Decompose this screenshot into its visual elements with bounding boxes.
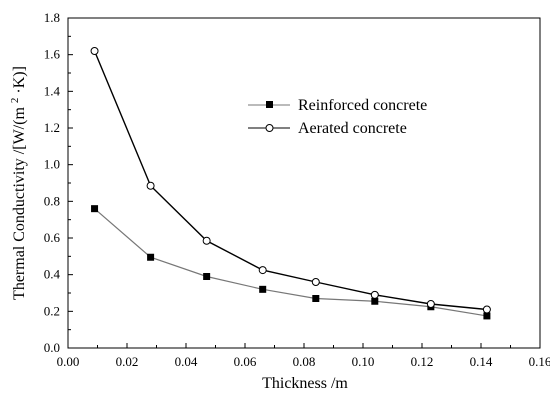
y-axis-label-superscript: 2: [9, 98, 21, 104]
legend-label-reinforced: Reinforced concrete: [298, 97, 427, 114]
x-tick-label: 0.02: [116, 354, 139, 369]
series-aerated-concrete: [90, 47, 491, 314]
y-tick-label: 0.8: [44, 193, 60, 208]
x-tick-label: 0.16: [529, 354, 550, 369]
data-point-aerated: [146, 181, 155, 190]
y-tick-label: 1.8: [44, 10, 60, 25]
y-tick-label: 1.0: [44, 157, 60, 172]
y-tick-label: 0.6: [44, 230, 61, 245]
data-point-reinforced: [312, 295, 320, 302]
data-point-aerated: [90, 47, 99, 55]
data-point-aerated: [202, 236, 211, 245]
series-layer: [90, 47, 491, 320]
x-tick-label: 0.06: [234, 354, 257, 369]
legend-marker-aerated: [265, 124, 274, 132]
y-tick-label: 1.4: [44, 83, 61, 98]
data-point-aerated: [311, 278, 320, 286]
x-tick-label: 0.04: [175, 354, 198, 369]
y-axis-label: Thermal Conductivity /[W/(m 2 ·K)]: [5, 66, 28, 300]
data-point-reinforced: [483, 312, 491, 320]
x-tick-label: 0.12: [411, 354, 434, 369]
x-axis-label: Thickness /m: [262, 375, 348, 392]
data-point-aerated: [482, 305, 491, 314]
legend-marker-reinforced: [266, 101, 273, 108]
data-point-reinforced: [91, 205, 99, 213]
data-point-reinforced: [259, 285, 267, 293]
plot-frame: [67, 17, 541, 349]
data-point-reinforced: [371, 297, 379, 305]
y-tick-label: 0.0: [44, 340, 60, 355]
y-tick-label: 1.6: [44, 47, 61, 62]
data-point-reinforced: [147, 253, 155, 261]
data-point-aerated: [370, 290, 379, 299]
legend: Reinforced concrete Aerated concrete: [248, 97, 427, 137]
series-line-reinforced: [94, 208, 487, 317]
y-axis-label-prefix: Thermal Conductivity /[W/(m: [11, 107, 28, 300]
y-tick-label: 0.4: [44, 267, 61, 282]
y-axis-label-suffix: ·K)]: [11, 66, 28, 94]
x-tick-label: 0.10: [352, 354, 375, 369]
x-tick-label: 0.14: [470, 354, 493, 369]
data-point-aerated: [258, 266, 267, 275]
series-line-aerated: [93, 50, 487, 311]
x-axis-ticks: 0.00 0.02 0.04 0.06 0.08 0.10 0.12 0.14 0.16: [57, 343, 550, 369]
x-tick-label: 0.08: [293, 354, 316, 369]
data-point-aerated: [426, 300, 435, 308]
x-tick-label: 0.00: [57, 354, 80, 369]
y-tick-label: 1.2: [44, 120, 60, 135]
data-point-reinforced: [203, 273, 211, 280]
y-tick-label: 0.2: [44, 303, 60, 318]
y-axis-ticks: 0.0 0.2 0.4 0.6 0.8 1.0 1.2 1.4 1.6 1.8: [44, 10, 73, 355]
legend-label-aerated: Aerated concrete: [298, 120, 407, 137]
